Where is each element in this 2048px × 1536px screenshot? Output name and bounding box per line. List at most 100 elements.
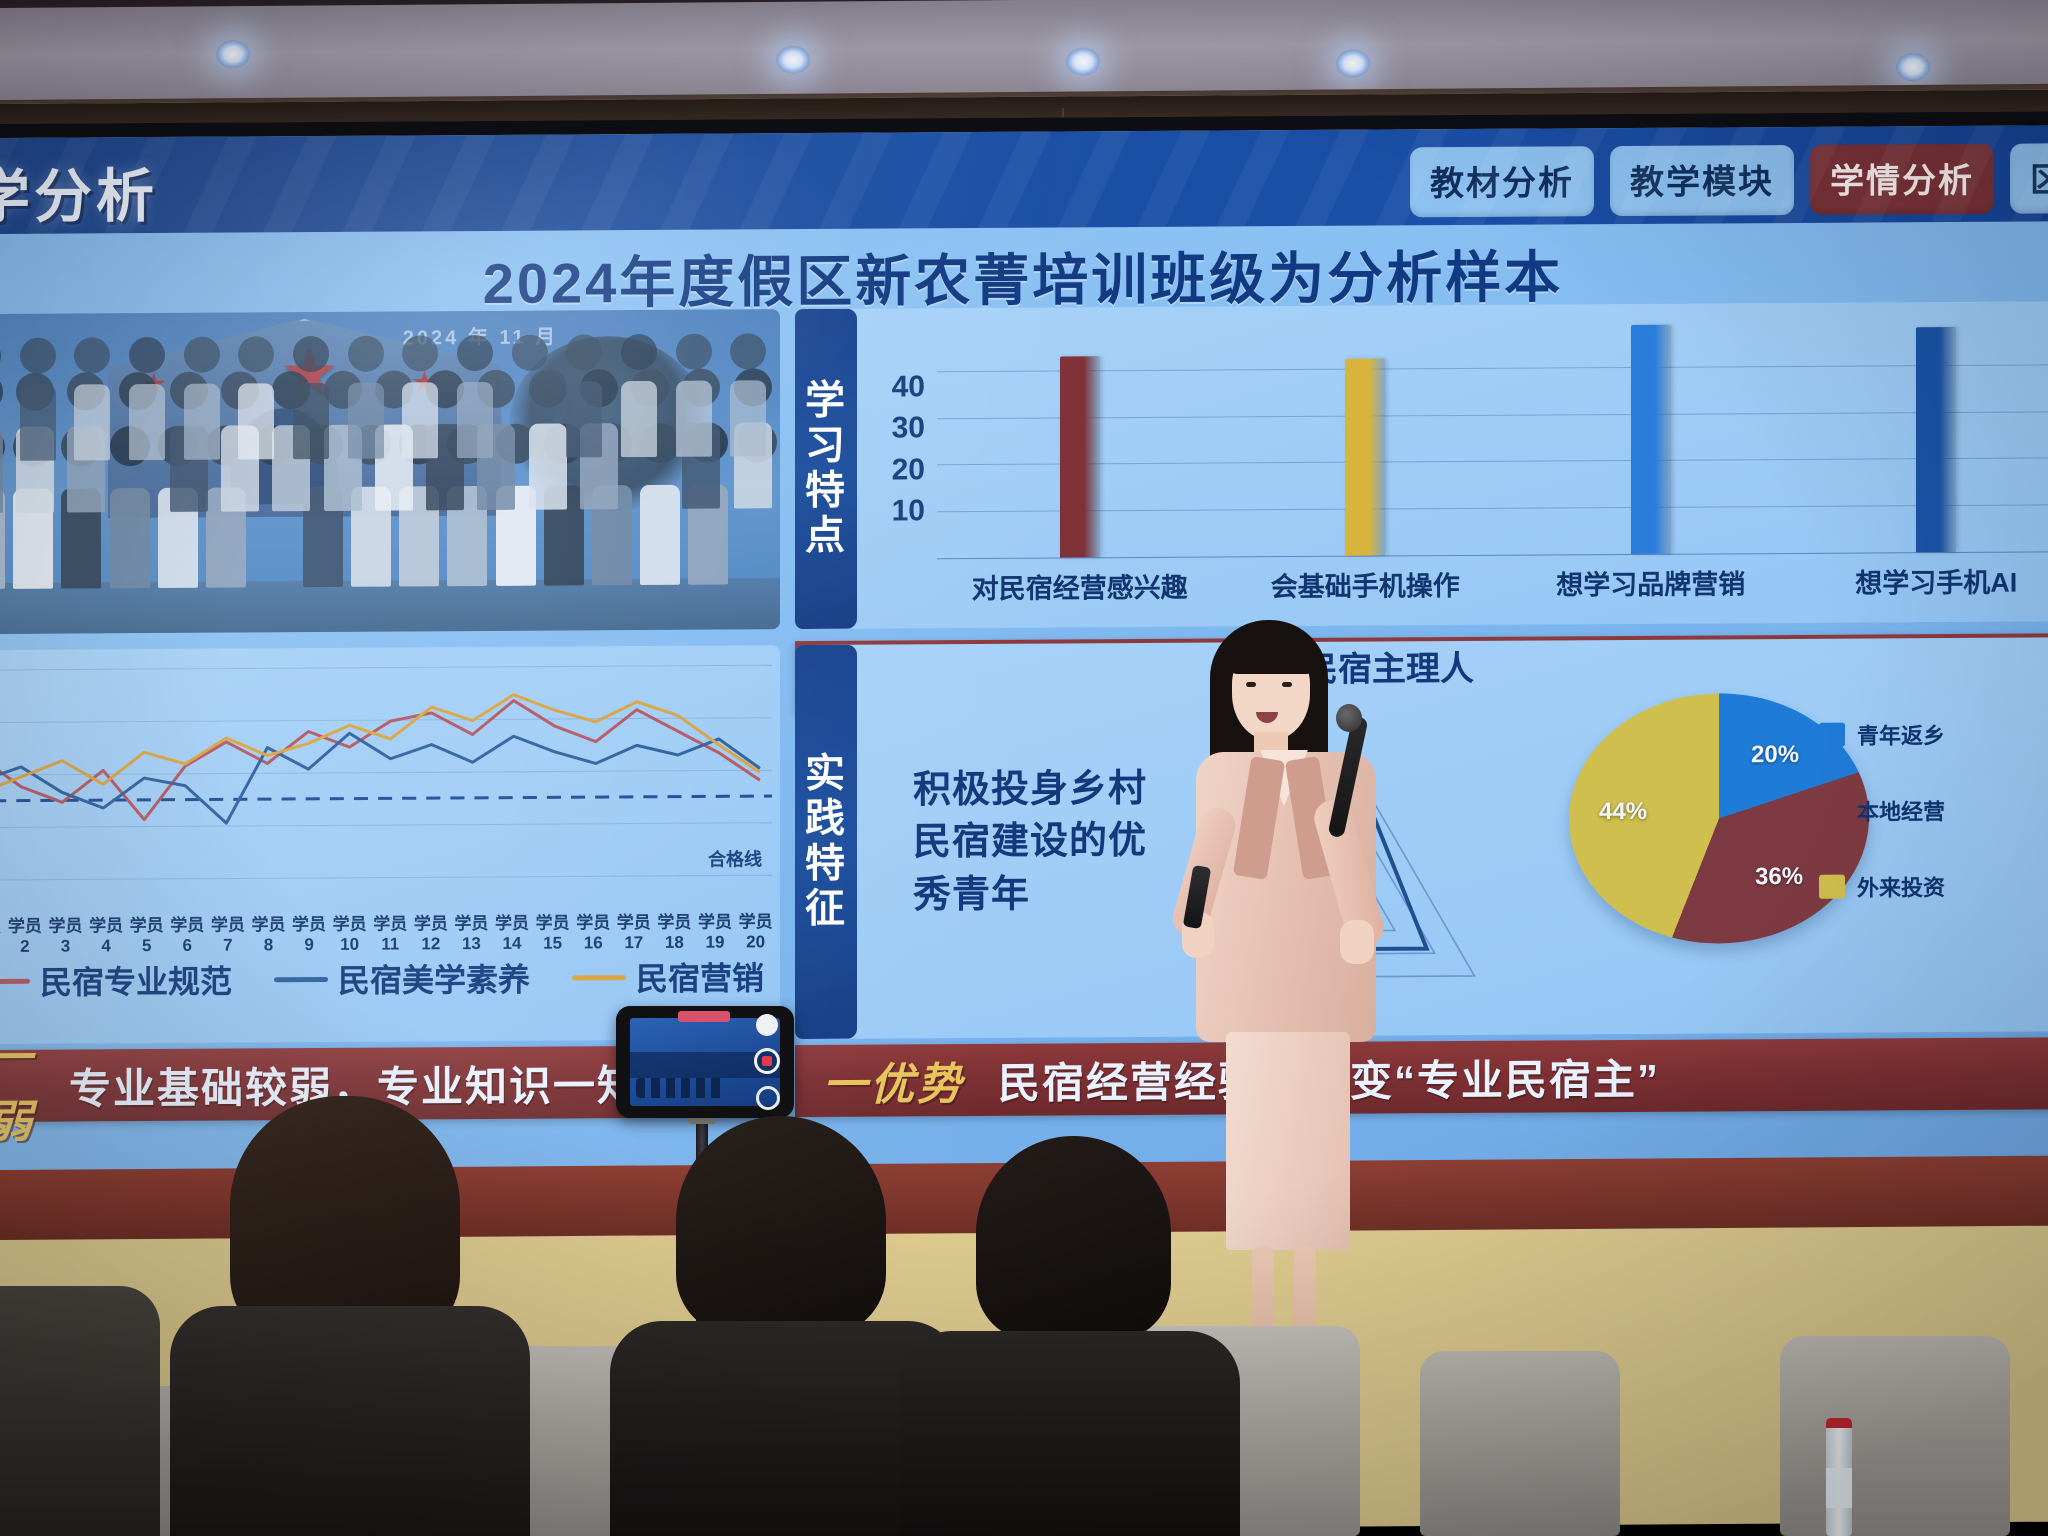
photo-person (0, 338, 1, 461)
line-x-label: 学员6 (170, 915, 205, 955)
photo-person-head (347, 335, 384, 373)
tab-jiaoxue-mokuai[interactable]: 教学模块 (1610, 144, 1794, 217)
phone-view-audience (636, 1078, 726, 1098)
photo-person-head (183, 336, 220, 374)
side-label-char: 点 (805, 513, 847, 558)
learning-traits-side-label: 学习特点 (795, 308, 857, 630)
photo-person (456, 335, 493, 459)
slide-header-band: 学分析 教材分析 教学模块 学情分析 区 (0, 125, 2048, 234)
bar (1630, 324, 1671, 554)
phone-rec-indicator (678, 1011, 730, 1022)
photo-person (292, 336, 329, 460)
microphone-icon (1336, 704, 1362, 732)
line-chart-x-labels: 学员1学员2学员3学员4学员5学员6学员7学员8学员9学员10学员11学员12学… (0, 907, 776, 957)
presenter-eye (1246, 682, 1256, 687)
slide-surface: 学分析 教材分析 教学模块 学情分析 区 2024年度假区新农菁培训班级为分析样… (0, 125, 2048, 1184)
projection-screen: 学分析 教材分析 教学模块 学情分析 区 2024年度假区新农菁培训班级为分析样… (0, 111, 2048, 1184)
pie-chart-legend: 青年返乡 本地经营 外来投资 (1818, 718, 1945, 903)
presenter-right-hand (1340, 920, 1374, 964)
legend-label: 民宿专业规范 (39, 963, 232, 1001)
line-chart (0, 655, 772, 910)
photo-person-head (128, 337, 165, 374)
pie-legend-label: 青年返乡 (1856, 723, 1945, 749)
line-x-label: 学员12 (413, 914, 448, 954)
slide-header-title: 学分析 (0, 163, 159, 231)
pie-slice-label: 20% (1751, 740, 1800, 769)
phone-live-view (630, 1018, 780, 1106)
pie-legend-item: 本地经营 (1818, 794, 1945, 827)
water-bottle (1826, 1418, 1852, 1536)
line-x-label: 学员8 (251, 915, 286, 955)
audience-person (900, 1136, 1240, 1536)
side-label-char: 实 (805, 752, 847, 797)
bar-x-label: 对民宿经营感兴趣 (971, 572, 1188, 605)
photo-person (402, 335, 439, 459)
bar-chart-bars (937, 317, 2048, 558)
bar-chart: 10 20 30 40 (875, 317, 2048, 560)
audience-head (230, 1096, 460, 1346)
side-label-char: 学 (805, 379, 847, 424)
bar (1059, 355, 1100, 558)
bar-x-label: 想学习品牌营销 (1556, 569, 1746, 601)
photo-person-head (19, 337, 56, 375)
legend-swatch (572, 974, 626, 980)
legend-item: 民宿专业规范 (0, 957, 232, 1005)
pie-slice-label: 44% (1599, 797, 1648, 826)
side-label-char: 征 (805, 886, 847, 931)
photo-person (183, 336, 220, 461)
bar-y-tick: 10 (891, 494, 925, 528)
audience-head (976, 1136, 1171, 1341)
audience-person (0, 1286, 160, 1536)
phone-record-button[interactable] (754, 1048, 780, 1074)
line-chart-legend: 民宿专业规范 民宿美学素养 民宿营销 (0, 953, 780, 1004)
presenter-fringe (1228, 636, 1316, 674)
photo-person (620, 334, 657, 458)
audience-chair (1780, 1336, 2010, 1536)
presenter-eye (1282, 682, 1292, 687)
presenter-mouth (1256, 712, 1278, 723)
slide-tab-bar: 教材分析 教学模块 学情分析 区 (1410, 143, 2048, 218)
phone-lens-switch-icon[interactable] (756, 1086, 780, 1110)
downlight (776, 45, 810, 74)
audience-shoulders (170, 1306, 530, 1536)
banner-tag: 一弱 (0, 1033, 35, 1148)
tab-xueqing-fenxi[interactable]: 学情分析 (1810, 143, 1994, 215)
pie-legend-swatch (1818, 722, 1845, 747)
photo-person (675, 333, 712, 458)
line-x-label: 学员19 (697, 912, 732, 952)
downlight (1336, 49, 1370, 78)
line-x-label: 学员10 (332, 914, 367, 954)
photo-person (511, 334, 548, 458)
line-x-label: 学员18 (657, 912, 692, 952)
pie-legend-swatch (1818, 798, 1845, 823)
banner-advantage: 一优势 民宿经营经验，蜕变“专业民宿主” (795, 1037, 2048, 1118)
audience-shoulders (900, 1331, 1240, 1536)
legend-swatch (273, 976, 328, 982)
line-x-label: 学员5 (129, 915, 164, 956)
bar-chart-x-labels: 对民宿经营感兴趣 会基础手机操作 想学习品牌营销 想学习手机AI (937, 560, 2048, 606)
photo-person (566, 334, 603, 458)
phone-shutter-button[interactable] (756, 1014, 778, 1036)
bar-y-tick: 40 (891, 370, 925, 404)
class-photo-panel: 2024 年 11 月 (0, 309, 780, 635)
recording-smartphone[interactable] (616, 1006, 794, 1118)
bar-x-label: 想学习手机AI (1855, 567, 2018, 599)
student-ability-panel: 合格线 学员1学员2学员3学员4学员5学员6学员7学员8学员9学员10学员11学… (0, 645, 780, 1045)
photo-person-head (511, 334, 548, 372)
line-x-label: 学员15 (535, 913, 570, 953)
learning-traits-panel: 学习特点 10 20 30 40 对民宿经营感兴趣 会基础手机操作 想学习品牌营销 想学习手… (795, 301, 2048, 630)
tab-partial[interactable]: 区 (2010, 143, 2048, 214)
line-x-label: 学员14 (495, 913, 530, 953)
pass-line-annotation: 合格线 (708, 849, 762, 870)
bar (1916, 327, 1957, 553)
photo-person (74, 337, 111, 461)
line-x-label: 学员3 (48, 916, 83, 956)
photo-person-head (620, 334, 657, 371)
pie-slice-label: 36% (1755, 862, 1804, 891)
bar-slot (937, 322, 1223, 558)
tab-jiaocai-fenxi[interactable]: 教材分析 (1410, 146, 1594, 218)
line-x-label: 学员9 (292, 914, 327, 955)
practice-traits-side-label: 实践特征 (795, 644, 857, 1040)
audience-chair (1420, 1351, 1620, 1536)
